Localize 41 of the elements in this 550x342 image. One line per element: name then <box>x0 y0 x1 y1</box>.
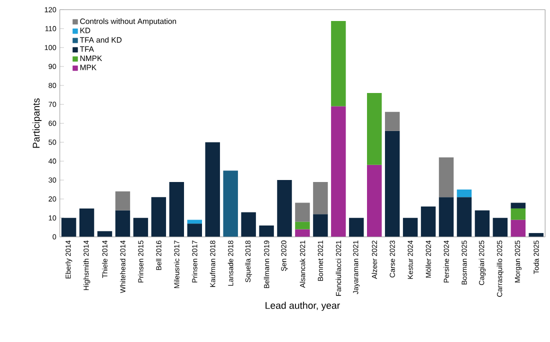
bar <box>510 220 526 237</box>
bar <box>349 218 364 237</box>
bar <box>474 210 490 237</box>
bar <box>438 158 454 198</box>
bar <box>384 112 400 131</box>
bar <box>205 142 220 237</box>
bar <box>456 190 472 198</box>
bar <box>187 220 202 224</box>
bar <box>510 202 526 209</box>
bar <box>528 233 544 237</box>
bar <box>402 218 418 237</box>
bar <box>277 180 292 237</box>
bar <box>115 210 130 237</box>
bar <box>492 218 508 237</box>
bar <box>115 192 130 210</box>
bar <box>151 197 166 237</box>
bar <box>313 214 328 237</box>
bar <box>259 226 274 237</box>
bar <box>420 206 436 237</box>
bar <box>456 197 472 237</box>
bar <box>79 208 94 237</box>
bar <box>295 229 310 237</box>
bar <box>367 93 382 166</box>
bar <box>510 208 526 220</box>
x-axis-title: Lead author, year <box>266 302 340 311</box>
bar <box>313 182 328 214</box>
bar <box>61 218 76 237</box>
bar <box>133 218 148 237</box>
bar <box>223 170 238 237</box>
bar <box>169 182 184 237</box>
bar <box>438 197 454 237</box>
bar <box>295 202 310 222</box>
bar <box>97 231 112 237</box>
bar <box>331 106 346 237</box>
bar <box>187 224 202 237</box>
y-axis-title: Participants <box>32 98 42 148</box>
bar <box>367 165 382 237</box>
bar <box>331 21 346 106</box>
bar <box>384 131 400 237</box>
bar <box>295 222 310 230</box>
bar <box>241 212 256 237</box>
